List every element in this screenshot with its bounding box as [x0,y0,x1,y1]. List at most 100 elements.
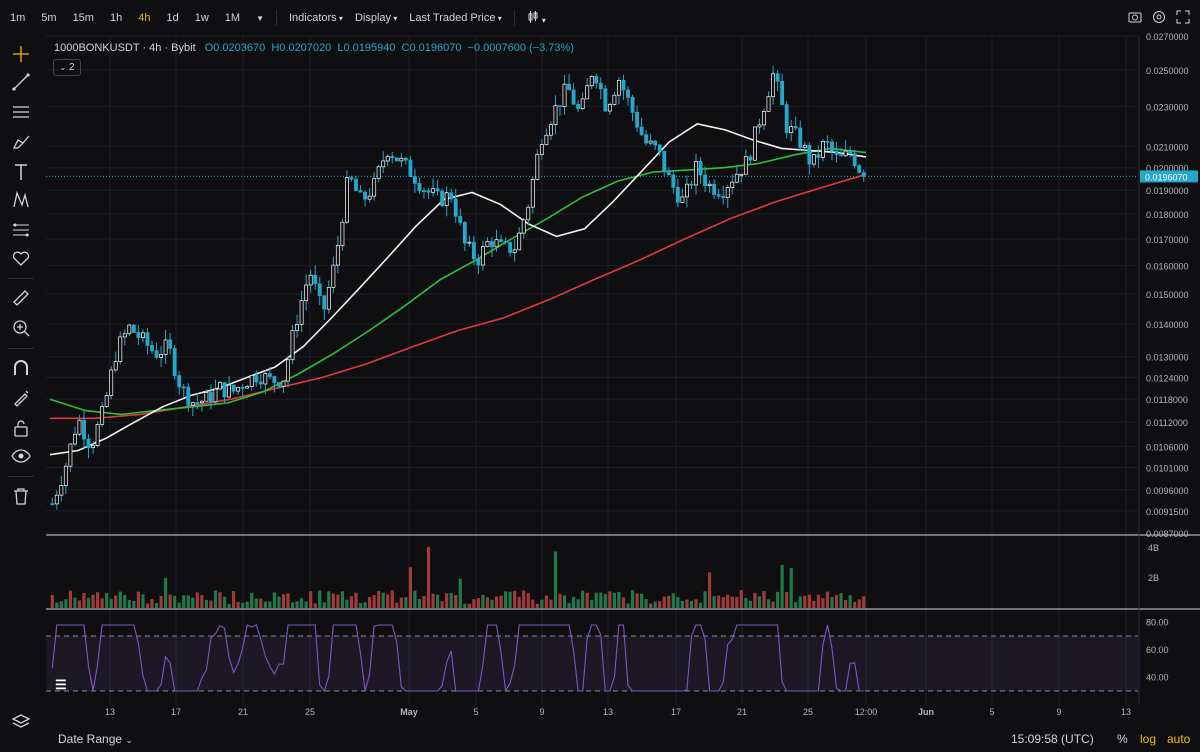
price-source-button[interactable]: Last Traded Price [409,12,501,24]
volume-bar [853,601,857,608]
timeframe-1m[interactable]: 1m [10,12,26,24]
volume-bar [594,592,598,608]
toolbar-divider [513,10,515,26]
indicator-collapse-button[interactable]: ⌄ 2 [53,59,81,76]
timeframe-15m[interactable]: 15m [72,12,94,24]
volume-bar [345,599,349,608]
volume-bar [50,594,54,608]
fullscreen-icon[interactable] [1176,10,1190,24]
lock-drawing-icon[interactable] [11,388,31,408]
candle-body [567,83,572,91]
candle-body [480,246,485,266]
volume-bar [204,599,208,608]
timeframe-1w[interactable]: 1w [194,12,209,24]
candle-body [834,150,839,155]
candle-body [548,124,553,136]
candle-body [517,232,522,251]
measure-ranges-icon[interactable] [11,220,31,240]
volume-bar [349,596,354,608]
timeframe-1M[interactable]: 1M [224,12,241,24]
volume-bar [739,590,743,608]
chart-type-button[interactable] [527,10,546,26]
volume-bar [290,602,295,608]
volume-bar [55,602,59,608]
timeframe-1h[interactable]: 1h [109,12,123,24]
volume-bar [721,597,725,608]
layers-icon[interactable] [11,712,31,732]
volume-bar [449,593,453,608]
camera-icon[interactable] [1128,10,1142,24]
date-range-button[interactable]: Date Range ⌄ [58,732,133,746]
candle-body [440,190,445,206]
favorites-heart-icon[interactable] [11,248,31,268]
percent-scale-button[interactable]: % [1117,732,1128,746]
volume-bar [599,592,603,608]
log-scale-button[interactable]: log [1140,732,1157,746]
volume-bar [250,592,254,608]
magnet-icon[interactable] [11,358,31,378]
candle-body [707,183,712,187]
candle-body [689,183,694,186]
trash-icon[interactable] [11,486,31,506]
volume-bar [803,595,807,608]
candle-body [177,375,182,388]
candle-body [199,400,204,404]
utc-clock[interactable]: 15:09:58 (UTC) [1011,732,1094,746]
candle-body [485,241,490,247]
candle-body [553,105,558,126]
volume-bar [608,591,612,608]
volume-bar [522,590,526,608]
ruler-icon[interactable] [11,288,31,308]
volume-bar [485,597,490,608]
candle-body [784,104,789,134]
time-tick-label: 21 [737,707,747,717]
price-tick-label: 0.0210000 [1146,142,1189,152]
price-tick-label: 0.0160000 [1146,262,1189,272]
candle-body [145,332,150,346]
candle-body [830,141,834,152]
candle-body [422,190,426,193]
zoom-in-icon[interactable] [11,318,31,338]
volume-bar [304,601,308,608]
display-button[interactable]: Display [355,12,397,24]
brush-icon[interactable] [11,132,31,152]
timeframe-5m[interactable]: 5m [41,12,57,24]
time-tick-label: 9 [1056,707,1061,717]
pattern-icon[interactable] [11,190,31,210]
volume-bar [286,593,290,608]
volume-bar [567,602,571,608]
volume-bar [499,595,503,608]
horizontal-lines-icon[interactable] [11,102,31,122]
candle-body [276,382,281,387]
timeframe-1d[interactable]: 1d [166,12,179,24]
candle-body [403,157,408,161]
settings-icon[interactable] [1152,10,1166,24]
eye-icon[interactable] [11,446,31,466]
trendline-icon[interactable] [11,72,31,92]
timeframe-4h[interactable]: 4h [138,12,151,24]
price-tick-label: 0.0130000 [1146,353,1189,363]
candle-body [249,375,254,387]
volume-bar [168,594,172,608]
volume-bar [467,603,471,608]
crosshair-icon[interactable] [11,44,31,64]
candle-body [571,89,576,105]
price-tick-label: 0.0106000 [1146,442,1189,452]
auto-scale-button[interactable]: auto [1167,732,1191,746]
lock-icon[interactable] [11,418,31,438]
volume-bar [553,551,558,608]
volume-bar [698,602,703,608]
volume-bar [64,599,68,608]
timeframe-dropdown-icon[interactable]: ▼ [256,13,264,23]
text-icon[interactable] [11,162,31,182]
candle-body [503,241,508,243]
symbol-label[interactable]: 1000BONKUSDT · 4h · Bybit [54,42,196,54]
volume-bar [177,602,181,608]
price-tick-label: 0.0101000 [1146,464,1189,474]
indicators-button[interactable]: Indicators [289,12,343,24]
moving-average-lines [49,123,867,456]
volume-bar [173,595,177,608]
volume-bar [222,596,227,608]
candle-body [626,89,630,98]
